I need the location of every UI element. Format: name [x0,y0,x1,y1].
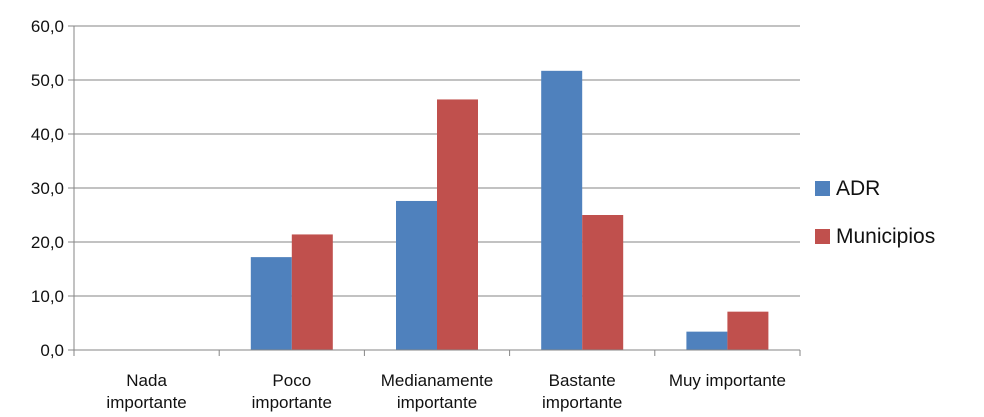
y-tick-label: 40,0 [31,125,64,144]
bar-adr-2 [250,257,292,350]
x-category-label: importante [106,393,186,412]
x-category-label: importante [542,393,622,412]
bar-municipios-5 [727,311,769,350]
x-category-label: importante [252,393,332,412]
legend: ADR Municipios [815,177,935,248]
bars [250,70,769,350]
y-tick-label: 20,0 [31,233,64,252]
bar-municipios-3 [437,99,478,350]
x-category-label: Medianamente [381,371,493,390]
bar-municipios-4 [582,215,624,350]
x-category-label: Poco [272,371,311,390]
y-tick-label: 10,0 [31,287,64,306]
bar-adr-5 [686,331,728,350]
bar-adr-4 [541,70,583,350]
bar-municipios-2 [291,234,333,350]
x-category-label: Muy importante [669,371,786,390]
y-tick-label: 60,0 [31,17,64,36]
legend-label-adr: ADR [836,177,880,200]
x-axis-category-labels: Nada importante Poco importante Medianamente… [106,371,786,412]
y-tick-label: 0,0 [40,341,64,360]
legend-label-municipios: Municipios [836,225,935,248]
bar-adr-3 [396,200,437,350]
y-tick-label: 30,0 [31,179,64,198]
axes [68,25,801,356]
x-category-label: Bastante [549,371,616,390]
x-category-label: importante [397,393,477,412]
legend-swatch-municipios [815,229,830,244]
y-axis-tick-labels: 0,0 10,0 20,0 30,0 40,0 50,0 60,0 [31,17,64,360]
legend-swatch-adr [815,181,830,196]
y-tick-label: 50,0 [31,71,64,90]
x-category-label: Nada [126,371,167,390]
